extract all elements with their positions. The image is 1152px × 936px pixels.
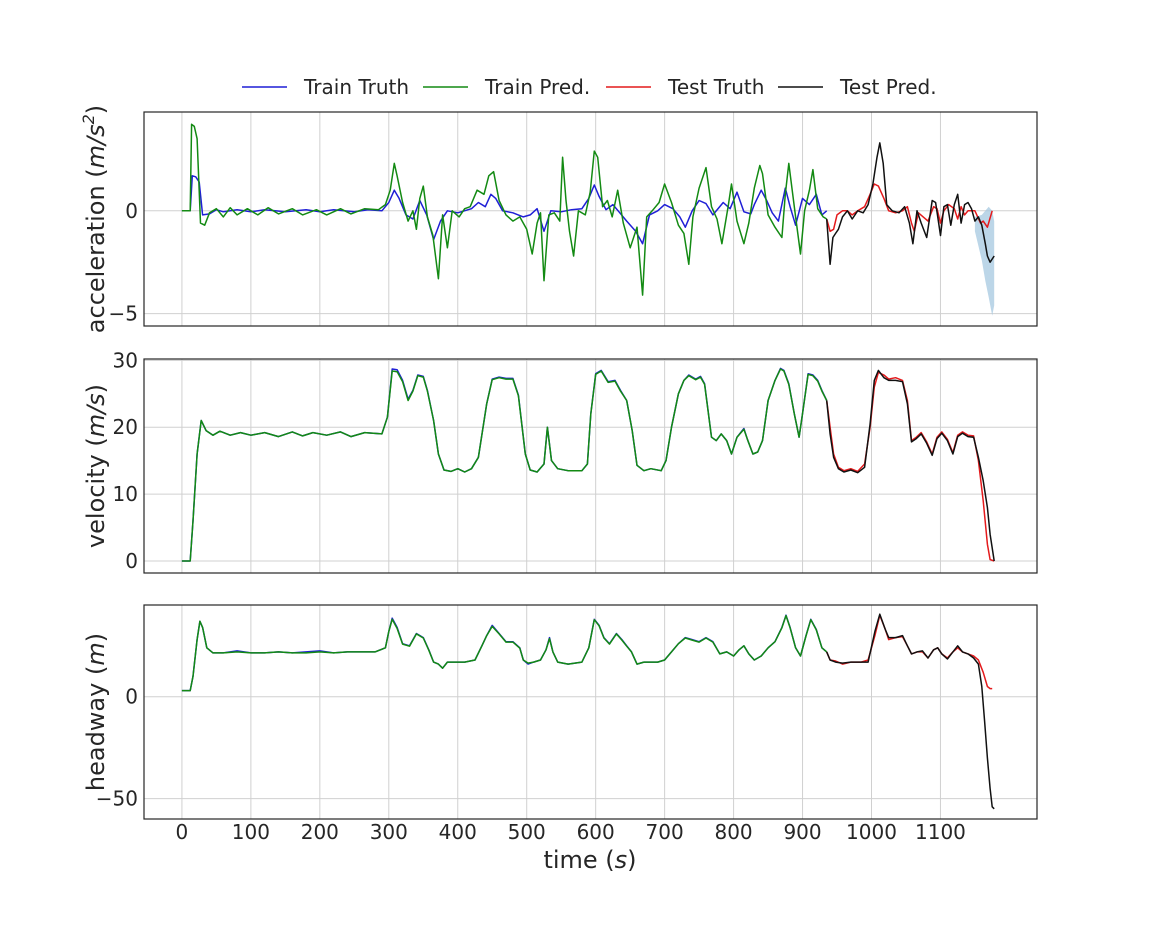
- x-tick-label: 1000: [846, 820, 897, 844]
- plot-area: [181, 123, 995, 316]
- x-tick-label: 900: [783, 820, 821, 844]
- y-tick-label: −5: [109, 302, 138, 326]
- plot-frame: [143, 604, 1038, 820]
- grid: [144, 359, 1037, 573]
- series-line-train-truth: [181, 367, 828, 562]
- x-tick-label: 300: [370, 820, 408, 844]
- legend-item-train-pred: Train Pred.: [423, 75, 590, 99]
- series-line-test-pred: [825, 369, 995, 562]
- x-tick-label: 500: [508, 820, 546, 844]
- series-line-test-truth: [825, 371, 995, 562]
- series-line-test-pred: [826, 613, 995, 810]
- legend-label: Test Truth: [667, 75, 764, 99]
- grid: [144, 605, 1037, 819]
- x-tick-label: 100: [232, 820, 270, 844]
- x-tick-label: 600: [577, 820, 615, 844]
- x-tick-label: 1100: [915, 820, 966, 844]
- y-tick-label: 0: [125, 549, 138, 573]
- x-tick-label: 800: [714, 820, 752, 844]
- y-tick-label: 10: [113, 482, 138, 506]
- y-tick-label: 0: [125, 685, 138, 709]
- legend: Train Truth Train Pred. Test Truth Test Pre…: [242, 75, 937, 99]
- plot-area: [181, 367, 995, 562]
- y-axis-label-headway: headway (m): [82, 633, 110, 791]
- series-line-train-pred: [181, 368, 828, 562]
- series-line-train-pred: [181, 123, 828, 296]
- series-line-train-pred: [181, 614, 828, 692]
- plot-area: [181, 613, 995, 810]
- x-axis-label: time (s): [543, 846, 636, 874]
- y-tick-label: 0: [125, 199, 138, 223]
- x-tick-label: 200: [301, 820, 339, 844]
- legend-item-test-pred: Test Pred.: [778, 75, 937, 99]
- uncertainty-band: [974, 206, 995, 316]
- series-line-test-pred: [825, 142, 995, 266]
- x-tick-label: 400: [439, 820, 477, 844]
- legend-label: Train Truth: [303, 75, 409, 99]
- y-axis-label-velocity: velocity (m/s): [82, 384, 110, 548]
- plot-frame: [143, 111, 1038, 327]
- series-line-train-truth: [181, 614, 828, 692]
- x-tick-label: 0: [176, 820, 189, 844]
- legend-item-test-truth: Test Truth: [606, 75, 764, 99]
- y-axis-label-acceleration: acceleration (m/s2): [79, 105, 110, 333]
- grid: [144, 112, 1037, 326]
- series-line-test-truth: [826, 614, 993, 690]
- legend-label: Test Pred.: [839, 75, 937, 99]
- y-tick-label: 20: [113, 415, 138, 439]
- plot-frame: [143, 358, 1038, 574]
- y-tick-label: 30: [113, 348, 138, 372]
- legend-label: Train Pred.: [484, 75, 590, 99]
- legend-item-train-truth: Train Truth: [242, 75, 409, 99]
- x-tick-label: 700: [646, 820, 684, 844]
- y-tick-label: −50: [96, 787, 138, 811]
